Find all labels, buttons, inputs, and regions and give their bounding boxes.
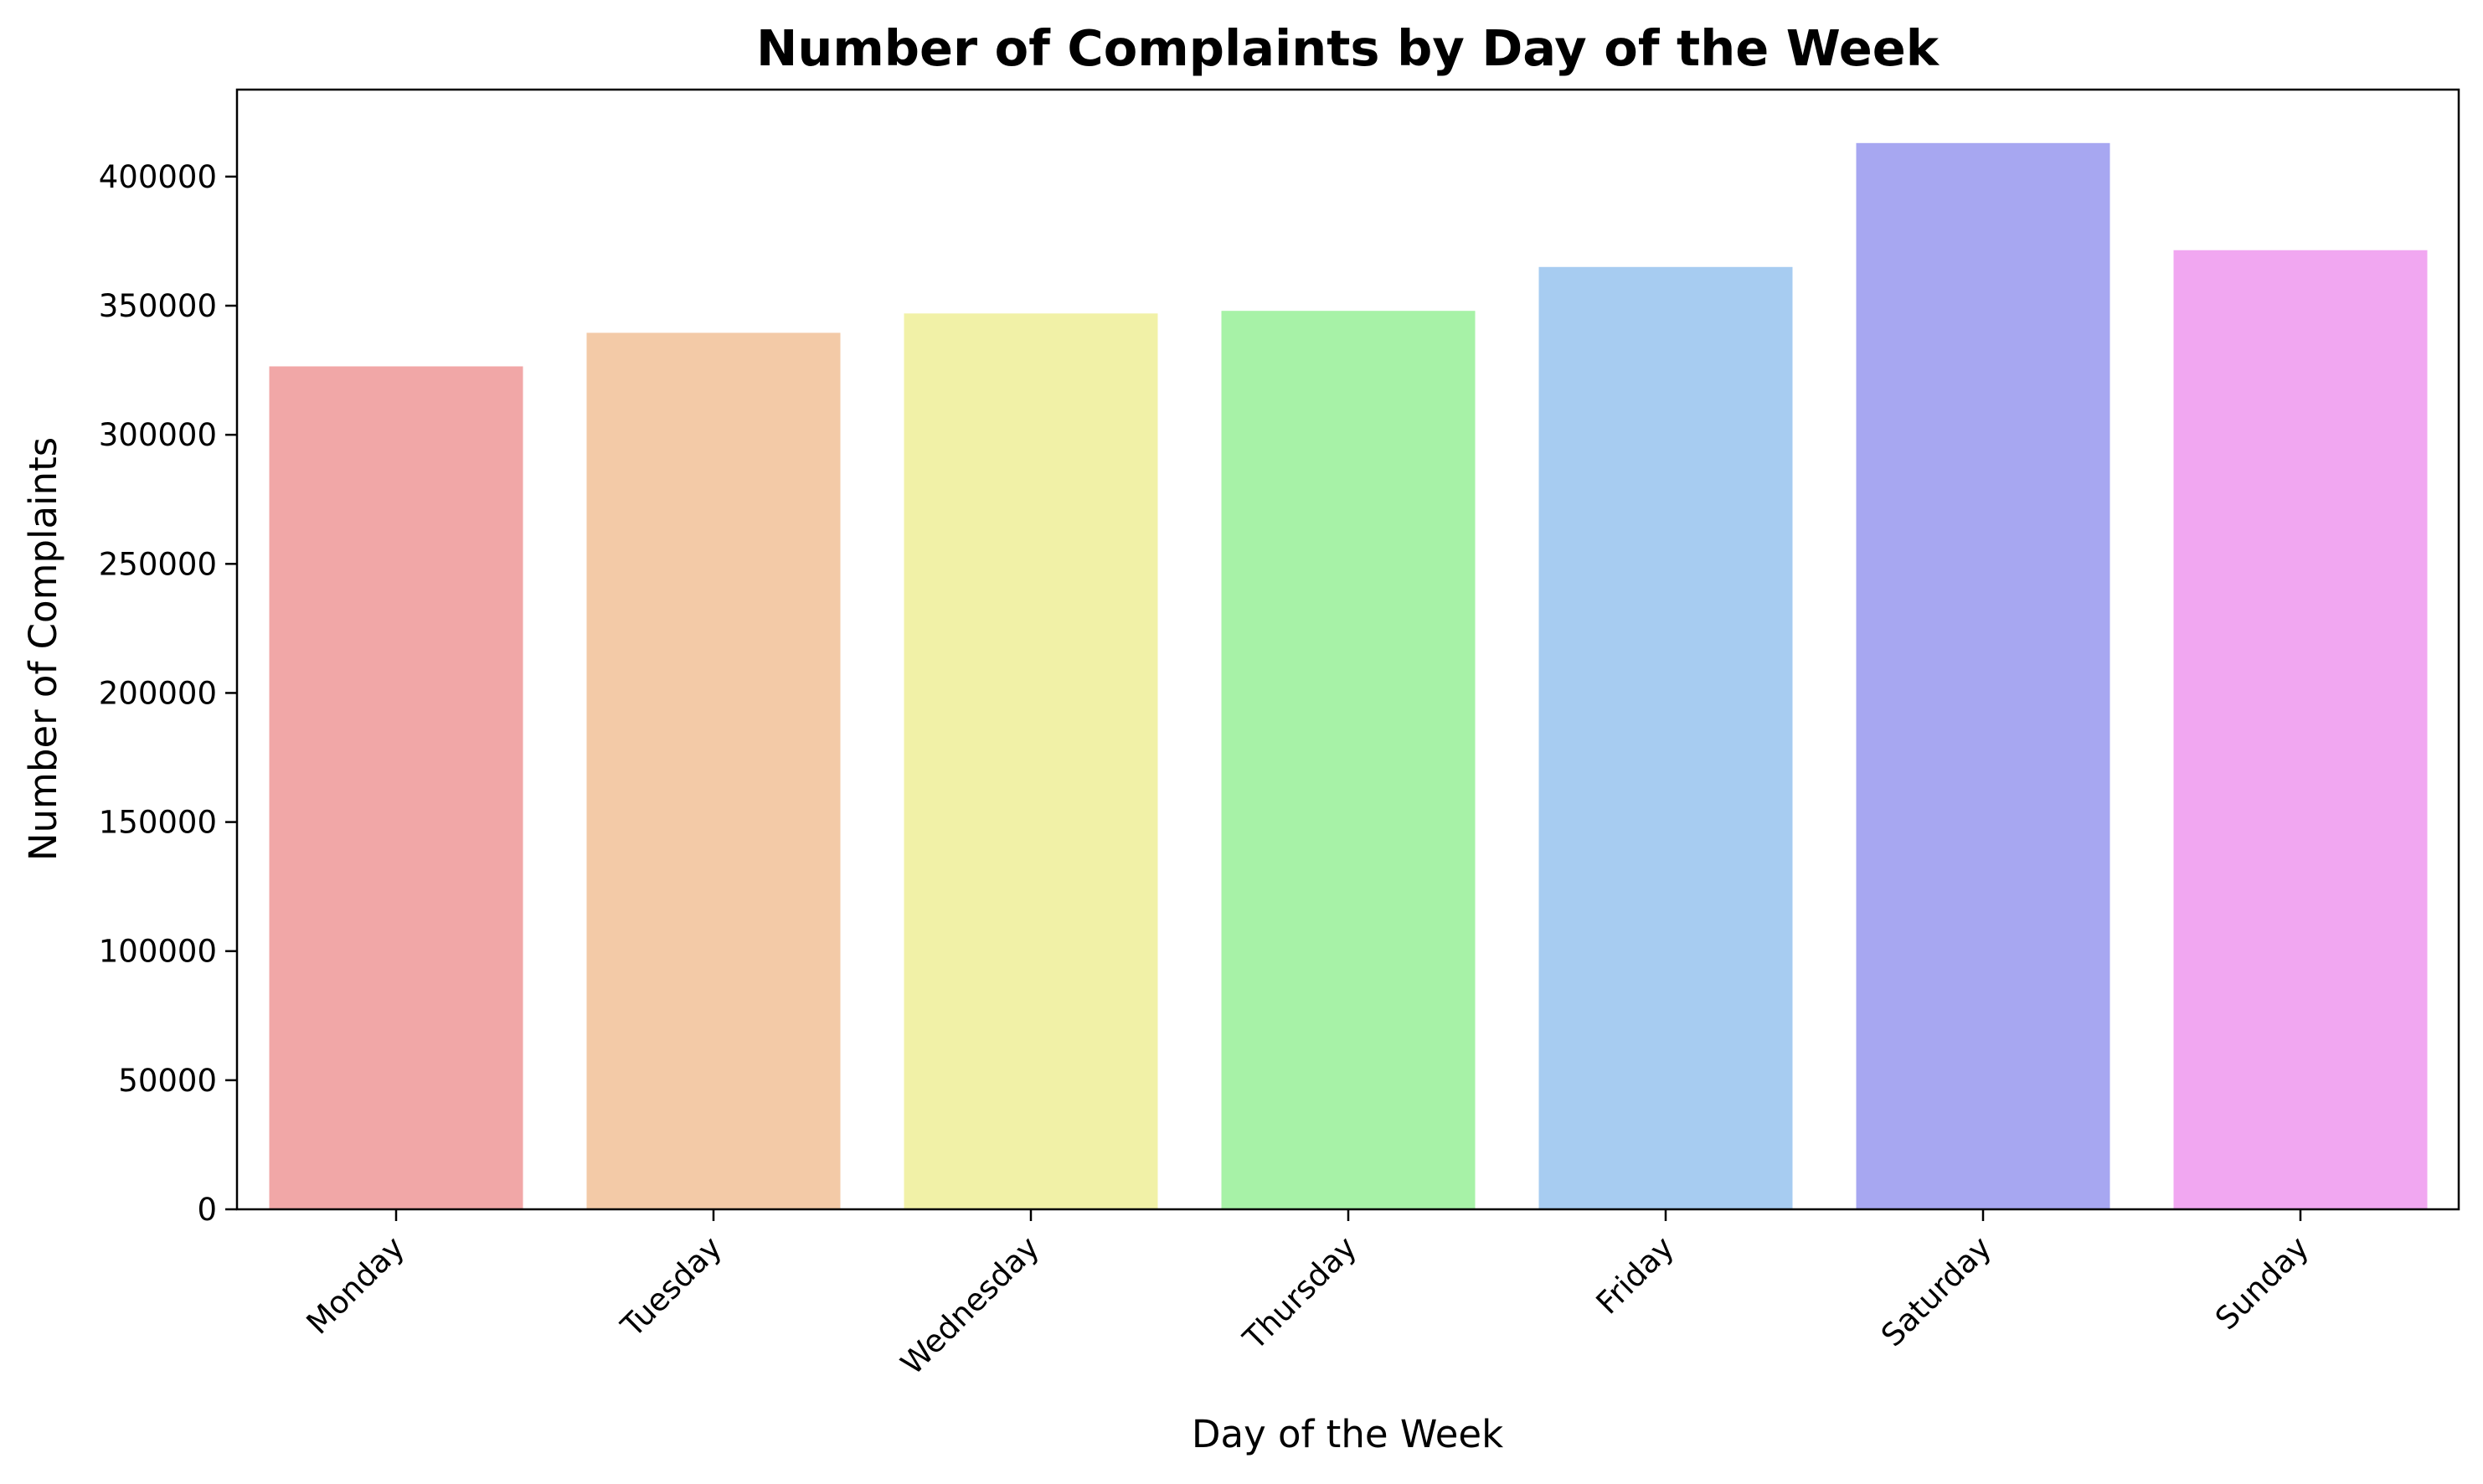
bar-friday bbox=[1538, 266, 1793, 1209]
x-tick-label: Monday bbox=[300, 1229, 412, 1342]
x-tick-label: Friday bbox=[1589, 1229, 1682, 1322]
x-tick-label: Sunday bbox=[2208, 1229, 2316, 1337]
bar-saturday bbox=[1856, 142, 2110, 1209]
y-tick-label: 350000 bbox=[99, 288, 217, 324]
y-tick-label: 150000 bbox=[99, 805, 217, 841]
y-tick-label: 100000 bbox=[99, 934, 217, 970]
bar-sunday bbox=[2173, 250, 2428, 1210]
x-axis-ticks: Monday Tuesday Wednesday Thursday Friday Satu… bbox=[300, 1209, 2316, 1382]
y-tick-label: 400000 bbox=[99, 159, 217, 195]
bar-wednesday bbox=[904, 313, 1158, 1209]
x-tick-label: Wednesday bbox=[894, 1229, 1046, 1382]
y-tick-label: 200000 bbox=[99, 675, 217, 711]
chart-title: Number of Complaints by Day of the Week bbox=[756, 19, 1940, 77]
y-tick-label: 250000 bbox=[99, 546, 217, 582]
x-tick-label: Thursday bbox=[1236, 1229, 1364, 1358]
y-tick-label: 300000 bbox=[99, 417, 217, 453]
bar-monday bbox=[269, 366, 523, 1209]
x-tick-label: Tuesday bbox=[614, 1229, 729, 1345]
bar-thursday bbox=[1221, 311, 1476, 1210]
y-tick-label: 50000 bbox=[118, 1063, 217, 1099]
x-tick-label: Saturday bbox=[1874, 1229, 1998, 1353]
y-tick-label: 0 bbox=[197, 1192, 217, 1228]
x-axis-label: Day of the Week bbox=[1192, 1412, 1503, 1456]
y-axis-ticks: 0 50000 100000 150000 200000 250000 300000 3500… bbox=[99, 159, 237, 1228]
bars-group bbox=[269, 142, 2428, 1210]
plot-frame bbox=[235, 88, 2460, 1211]
y-axis-label: Number of Complaints bbox=[21, 437, 65, 861]
bar-tuesday bbox=[586, 332, 841, 1210]
